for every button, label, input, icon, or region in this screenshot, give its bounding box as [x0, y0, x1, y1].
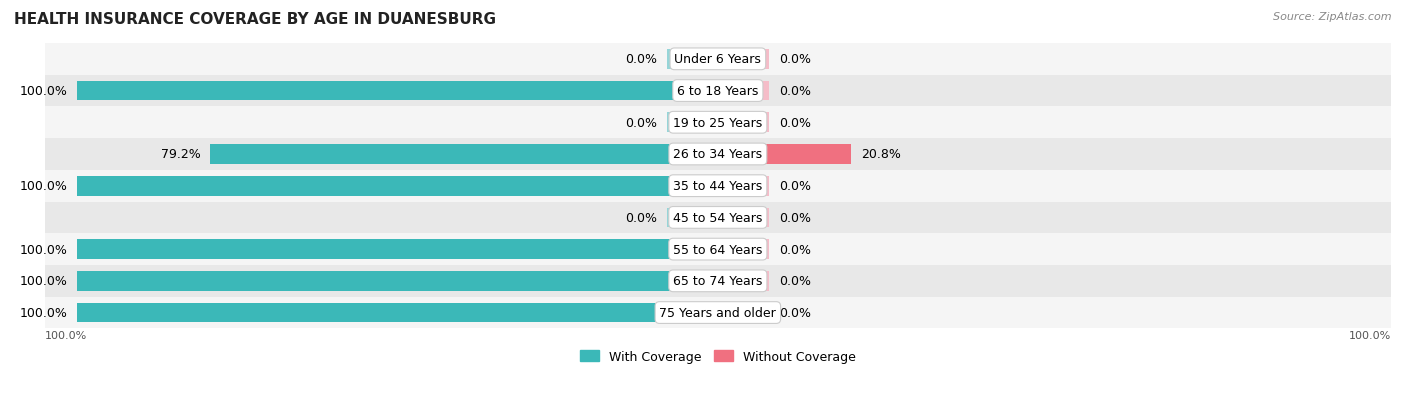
Text: Source: ZipAtlas.com: Source: ZipAtlas.com — [1274, 12, 1392, 22]
Bar — [718, 303, 769, 323]
Bar — [718, 113, 769, 133]
Text: 65 to 74 Years: 65 to 74 Years — [673, 275, 762, 287]
Bar — [45, 171, 1391, 202]
Text: 0.0%: 0.0% — [779, 243, 811, 256]
Bar — [666, 113, 718, 133]
Text: 100.0%: 100.0% — [20, 85, 67, 98]
Text: 100.0%: 100.0% — [20, 243, 67, 256]
Legend: With Coverage, Without Coverage: With Coverage, Without Coverage — [575, 345, 860, 368]
Bar — [45, 107, 1391, 139]
Text: Under 6 Years: Under 6 Years — [675, 53, 761, 66]
Text: 75 Years and older: 75 Years and older — [659, 306, 776, 319]
Bar — [77, 176, 718, 196]
Bar — [45, 234, 1391, 265]
Text: 0.0%: 0.0% — [779, 275, 811, 287]
Bar — [77, 240, 718, 259]
Bar — [718, 208, 769, 228]
Text: 0.0%: 0.0% — [779, 53, 811, 66]
Text: 0.0%: 0.0% — [624, 53, 657, 66]
Text: 0.0%: 0.0% — [779, 180, 811, 193]
Bar — [45, 265, 1391, 297]
Bar — [77, 81, 718, 101]
Text: 79.2%: 79.2% — [160, 148, 201, 161]
Text: 0.0%: 0.0% — [779, 306, 811, 319]
Text: 35 to 44 Years: 35 to 44 Years — [673, 180, 762, 193]
Text: 100.0%: 100.0% — [20, 275, 67, 287]
Bar — [666, 50, 718, 69]
Text: 19 to 25 Years: 19 to 25 Years — [673, 116, 762, 129]
Bar — [718, 271, 769, 291]
Bar — [718, 176, 769, 196]
Bar — [45, 139, 1391, 171]
Bar — [77, 303, 718, 323]
Bar — [718, 50, 769, 69]
Text: 20.8%: 20.8% — [860, 148, 901, 161]
Bar — [209, 145, 718, 164]
Text: 0.0%: 0.0% — [779, 116, 811, 129]
Bar — [718, 145, 851, 164]
Bar — [77, 271, 718, 291]
Text: 100.0%: 100.0% — [20, 306, 67, 319]
Text: HEALTH INSURANCE COVERAGE BY AGE IN DUANESBURG: HEALTH INSURANCE COVERAGE BY AGE IN DUAN… — [14, 12, 496, 27]
Text: 55 to 64 Years: 55 to 64 Years — [673, 243, 762, 256]
Bar — [45, 44, 1391, 76]
Text: 100.0%: 100.0% — [1348, 330, 1391, 340]
Text: 100.0%: 100.0% — [45, 330, 87, 340]
Text: 45 to 54 Years: 45 to 54 Years — [673, 211, 762, 224]
Bar — [718, 240, 769, 259]
Text: 0.0%: 0.0% — [624, 211, 657, 224]
Bar — [45, 297, 1391, 329]
Bar — [45, 202, 1391, 234]
Bar — [718, 81, 769, 101]
Text: 0.0%: 0.0% — [779, 85, 811, 98]
Text: 0.0%: 0.0% — [624, 116, 657, 129]
Text: 6 to 18 Years: 6 to 18 Years — [678, 85, 759, 98]
Text: 0.0%: 0.0% — [779, 211, 811, 224]
Bar — [45, 76, 1391, 107]
Text: 26 to 34 Years: 26 to 34 Years — [673, 148, 762, 161]
Bar — [666, 208, 718, 228]
Text: 100.0%: 100.0% — [20, 180, 67, 193]
